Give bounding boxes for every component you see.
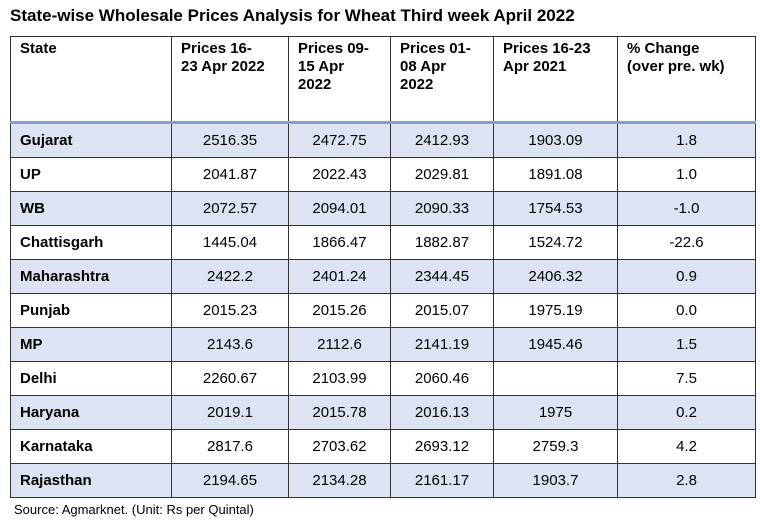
- price-cell: 2015.26: [288, 293, 391, 328]
- table-row: Chattisgarh 1445.04 1866.47 1882.87 1524…: [10, 225, 756, 260]
- change-cell: 7.5: [617, 361, 756, 396]
- price-cell: 1866.47: [288, 225, 391, 260]
- price-cell: 1903.7: [493, 463, 618, 498]
- price-cell: 2703.62: [288, 429, 391, 464]
- state-cell: Punjab: [10, 293, 172, 328]
- price-cell: 2015.78: [288, 395, 391, 430]
- price-cell: 2472.75: [288, 122, 391, 158]
- column-header-prices-01-08-apr-2022: Prices 01- 08 Apr 2022: [390, 36, 494, 123]
- price-cell: 2094.01: [288, 191, 391, 226]
- wheat-prices-table: State Prices 16- 23 Apr 2022 Prices 09- …: [10, 36, 756, 498]
- column-header-prices-16-23-apr-2021: Prices 16-23 Apr 2021: [493, 36, 618, 123]
- price-cell: 2019.1: [171, 395, 289, 430]
- price-cell: 1975: [493, 395, 618, 430]
- change-cell: 4.2: [617, 429, 756, 464]
- change-cell: 0.2: [617, 395, 756, 430]
- price-cell: 2029.81: [390, 157, 494, 192]
- price-cell: 1524.72: [493, 225, 618, 260]
- price-cell: 1445.04: [171, 225, 289, 260]
- price-cell: 2103.99: [288, 361, 391, 396]
- price-cell: 2161.17: [390, 463, 494, 498]
- change-cell: 0.9: [617, 259, 756, 294]
- price-cell: 2412.93: [390, 122, 494, 158]
- price-cell: 2134.28: [288, 463, 391, 498]
- state-cell: MP: [10, 327, 172, 362]
- price-cell: 2516.35: [171, 122, 289, 158]
- price-cell: 2344.45: [390, 259, 494, 294]
- state-cell: Haryana: [10, 395, 172, 430]
- change-cell: 1.0: [617, 157, 756, 192]
- column-header-state: State: [10, 36, 172, 123]
- price-cell: 2693.12: [390, 429, 494, 464]
- table-row: WB 2072.57 2094.01 2090.33 1754.53 -1.0: [10, 191, 756, 226]
- price-cell: 2406.32: [493, 259, 618, 294]
- table-row: UP 2041.87 2022.43 2029.81 1891.08 1.0: [10, 157, 756, 192]
- state-cell: Gujarat: [10, 122, 172, 158]
- price-cell: 2016.13: [390, 395, 494, 430]
- price-cell: 1882.87: [390, 225, 494, 260]
- price-cell: 1975.19: [493, 293, 618, 328]
- price-cell: 2060.46: [390, 361, 494, 396]
- state-cell: Rajasthan: [10, 463, 172, 498]
- price-cell: 1945.46: [493, 327, 618, 362]
- change-cell: 1.8: [617, 122, 756, 158]
- price-cell: 2260.67: [171, 361, 289, 396]
- table-row: Delhi 2260.67 2103.99 2060.46 7.5: [10, 361, 756, 396]
- column-header-prices-16-23-apr-2022: Prices 16- 23 Apr 2022: [171, 36, 289, 123]
- price-cell: 2112.6: [288, 327, 391, 362]
- change-cell: 1.5: [617, 327, 756, 362]
- price-cell: [493, 361, 618, 396]
- price-cell: 2143.6: [171, 327, 289, 362]
- price-cell: 2015.07: [390, 293, 494, 328]
- price-cell: 2041.87: [171, 157, 289, 192]
- column-header-prices-09-15-apr-2022: Prices 09- 15 Apr 2022: [288, 36, 391, 123]
- state-cell: Chattisgarh: [10, 225, 172, 260]
- price-cell: 2759.3: [493, 429, 618, 464]
- change-cell: 2.8: [617, 463, 756, 498]
- change-cell: 0.0: [617, 293, 756, 328]
- table-row: Maharashtra 2422.2 2401.24 2344.45 2406.…: [10, 259, 756, 294]
- table-title: State-wise Wholesale Prices Analysis for…: [10, 6, 575, 25]
- table-row: Gujarat 2516.35 2472.75 2412.93 1903.09 …: [10, 122, 756, 158]
- price-cell: 2015.23: [171, 293, 289, 328]
- table-row: Haryana 2019.1 2015.78 2016.13 1975 0.2: [10, 395, 756, 430]
- price-cell: 2422.2: [171, 259, 289, 294]
- state-cell: Karnataka: [10, 429, 172, 464]
- price-cell: 2401.24: [288, 259, 391, 294]
- price-cell: 2817.6: [171, 429, 289, 464]
- change-cell: -1.0: [617, 191, 756, 226]
- table-row: MP 2143.6 2112.6 2141.19 1945.46 1.5: [10, 327, 756, 362]
- state-cell: Maharashtra: [10, 259, 172, 294]
- table-row: Punjab 2015.23 2015.26 2015.07 1975.19 0…: [10, 293, 756, 328]
- column-header-percent-change: % Change (over pre. wk): [617, 36, 756, 123]
- price-cell: 1891.08: [493, 157, 618, 192]
- table-row: Karnataka 2817.6 2703.62 2693.12 2759.3 …: [10, 429, 756, 464]
- price-cell: 2141.19: [390, 327, 494, 362]
- price-cell: 2090.33: [390, 191, 494, 226]
- change-cell: -22.6: [617, 225, 756, 260]
- price-cell: 1903.09: [493, 122, 618, 158]
- price-cell: 2072.57: [171, 191, 289, 226]
- state-cell: Delhi: [10, 361, 172, 396]
- price-cell: 1754.53: [493, 191, 618, 226]
- price-cell: 2194.65: [171, 463, 289, 498]
- state-cell: WB: [10, 191, 172, 226]
- table-row: Rajasthan 2194.65 2134.28 2161.17 1903.7…: [10, 463, 756, 498]
- price-cell: 2022.43: [288, 157, 391, 192]
- header-row: State Prices 16- 23 Apr 2022 Prices 09- …: [10, 36, 756, 123]
- source-note: Source: Agmarknet. (Unit: Rs per Quintal…: [14, 502, 254, 517]
- state-cell: UP: [10, 157, 172, 192]
